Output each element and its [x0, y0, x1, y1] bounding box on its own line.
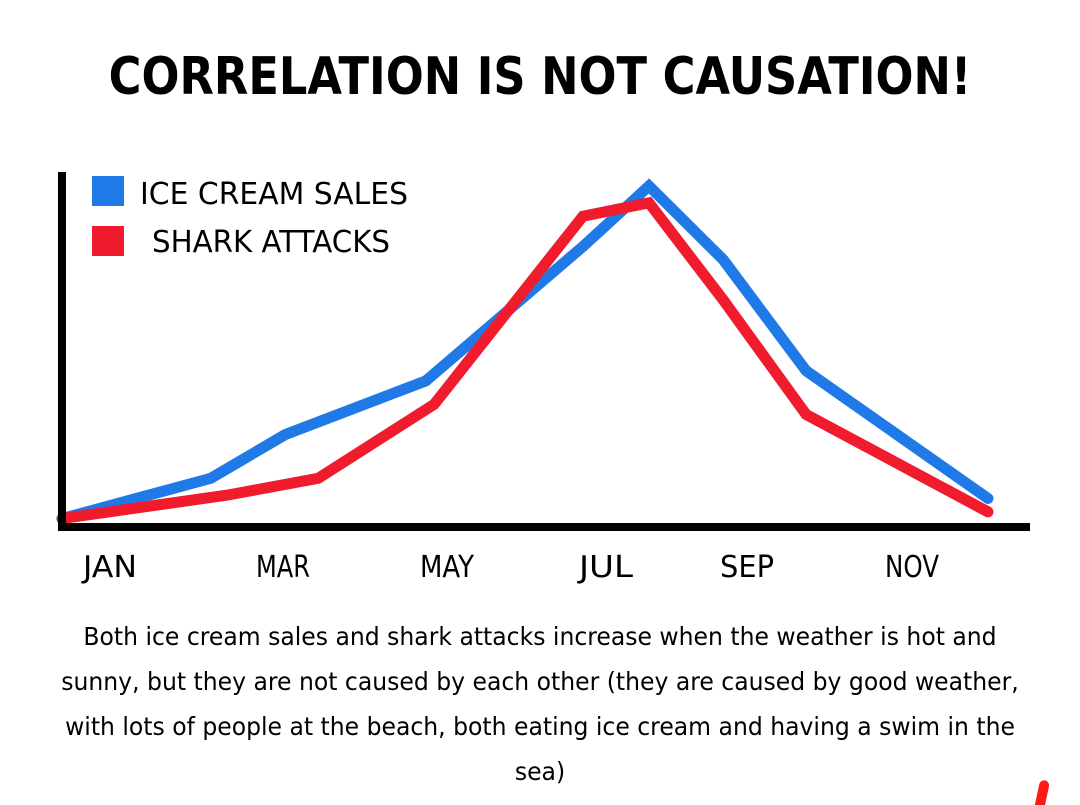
axes-layer: [58, 172, 1030, 531]
series-line-ice-cream-sales: [56, 178, 994, 525]
series-line-shark-attacks: [56, 196, 994, 525]
x-tick-label-jan: JAN: [81, 550, 137, 585]
x-tick-label-jul: JUL: [577, 550, 634, 585]
x-tick-label-nov: NOV: [885, 550, 939, 585]
chart-title: CORRELATION IS NOT CAUSATION!: [108, 47, 972, 107]
legend-swatch-shark-attacks: [92, 226, 124, 256]
series-layer: [56, 178, 994, 525]
x-tick-labels: JAN MAR MAY JUL SEP NOV: [81, 550, 939, 585]
x-tick-label-may: MAY: [420, 550, 475, 585]
legend-label-ice-cream-sales: ICE CREAM SALES: [140, 177, 408, 212]
caption-text: Both ice cream sales and shark attacks i…: [61, 622, 1019, 786]
legend-swatch-ice-cream-sales: [92, 176, 124, 206]
x-tick-label-mar: MAR: [256, 550, 310, 585]
legend-label-shark-attacks: SHARK ATTACKS: [152, 225, 390, 260]
x-tick-label-sep: SEP: [720, 550, 774, 585]
legend: ICE CREAM SALES SHARK ATTACKS: [92, 176, 408, 260]
